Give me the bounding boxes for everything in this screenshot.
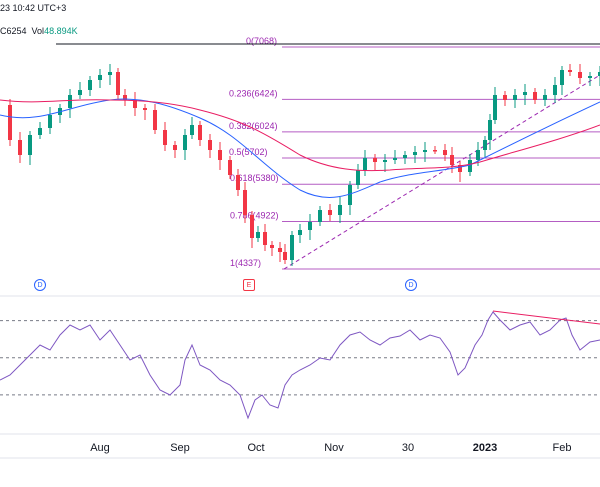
x-axis-tick-label: 30 bbox=[402, 442, 414, 454]
candle-body bbox=[363, 158, 367, 170]
fib-level-label: 1(4337) bbox=[230, 258, 261, 268]
candle-body bbox=[433, 150, 437, 152]
close-value: C6254 bbox=[0, 26, 27, 36]
candle-body bbox=[183, 135, 187, 150]
candle-body bbox=[218, 150, 222, 160]
candle-body bbox=[553, 85, 557, 95]
candle-body bbox=[318, 210, 322, 222]
candle-body bbox=[263, 232, 267, 245]
candle-body bbox=[483, 140, 487, 150]
candle-body bbox=[278, 248, 282, 252]
candle-body bbox=[413, 152, 417, 155]
candle-body bbox=[373, 158, 377, 162]
x-axis-tick-label: Oct bbox=[247, 442, 264, 454]
candle-body bbox=[116, 72, 120, 95]
candle-body bbox=[98, 75, 102, 80]
candle-body bbox=[270, 245, 274, 248]
candle-body bbox=[443, 150, 447, 155]
fib-level-label: 0.382(6024) bbox=[229, 121, 278, 131]
candle-body bbox=[308, 222, 312, 230]
x-axis-tick-label: Feb bbox=[553, 442, 572, 454]
dividend-marker[interactable]: D bbox=[34, 279, 46, 291]
candle-body bbox=[476, 150, 480, 160]
candle-body bbox=[290, 235, 294, 260]
x-axis-tick-label: Nov bbox=[324, 442, 344, 454]
candle-body bbox=[458, 165, 462, 172]
candle-body bbox=[533, 92, 537, 100]
candle-body bbox=[48, 115, 52, 128]
rsi-line bbox=[0, 311, 600, 420]
candle-body bbox=[173, 145, 177, 150]
divergence-line bbox=[492, 310, 600, 325]
candle-body bbox=[243, 190, 247, 215]
candle-body bbox=[468, 160, 472, 172]
candle-body bbox=[208, 140, 212, 150]
volume-label: Vol bbox=[31, 26, 45, 36]
candle-body bbox=[543, 95, 547, 100]
fib-level-label: 0.786(4922) bbox=[230, 210, 279, 220]
fib-level-label: 0(7068) bbox=[246, 36, 277, 46]
fib-level-label: 0.618(5380) bbox=[230, 173, 279, 183]
candle-body bbox=[383, 160, 387, 162]
candle-body bbox=[503, 95, 507, 100]
candle-body bbox=[523, 92, 527, 95]
moving-average-slow bbox=[0, 99, 600, 172]
x-axis-tick-label: Sep bbox=[170, 442, 190, 454]
chart-timestamp: 23 10:42 UTC+3 bbox=[0, 3, 67, 13]
candle-body bbox=[560, 70, 564, 85]
candle-body bbox=[250, 215, 254, 238]
candle-body bbox=[393, 158, 397, 160]
candle-body bbox=[38, 128, 42, 135]
candle-body bbox=[18, 140, 22, 155]
trend-line bbox=[283, 74, 600, 270]
candle-body bbox=[328, 210, 332, 215]
candle-body bbox=[493, 95, 497, 120]
candle-body bbox=[403, 155, 407, 158]
candle-body bbox=[78, 90, 82, 95]
candle-body bbox=[153, 110, 157, 130]
candle-body bbox=[143, 108, 147, 110]
candle-body bbox=[123, 95, 127, 100]
candle-body bbox=[283, 252, 287, 260]
x-axis-tick-label: Aug bbox=[90, 442, 110, 454]
candle-body bbox=[68, 95, 72, 108]
ohlc-legend: C6254 Vol48.894K bbox=[0, 26, 78, 36]
candle-body bbox=[236, 175, 240, 190]
candle-body bbox=[8, 105, 12, 140]
candle-body bbox=[338, 205, 342, 215]
candle-body bbox=[598, 72, 600, 76]
candle-body bbox=[568, 70, 572, 72]
x-axis-tick-label: 2023 bbox=[473, 442, 497, 454]
dividend-marker[interactable]: D bbox=[405, 279, 417, 291]
candle-body bbox=[488, 120, 492, 140]
candle-body bbox=[513, 95, 517, 100]
candle-body bbox=[356, 170, 360, 185]
candle-body bbox=[578, 72, 582, 78]
candle-body bbox=[423, 150, 427, 152]
candle-body bbox=[256, 232, 260, 238]
fib-level-label: 0.5(5702) bbox=[229, 147, 268, 157]
candle-body bbox=[88, 80, 92, 90]
candle-body bbox=[163, 130, 167, 145]
candle-body bbox=[348, 185, 352, 205]
moving-average-fast bbox=[0, 98, 600, 198]
candle-body bbox=[198, 125, 202, 140]
earnings-marker[interactable]: E bbox=[243, 279, 255, 291]
candle-body bbox=[190, 125, 194, 135]
candle-body bbox=[228, 160, 232, 175]
fib-level-label: 0.236(6424) bbox=[229, 88, 278, 98]
candle-body bbox=[450, 155, 454, 165]
volume-value: 48.894K bbox=[44, 26, 78, 36]
candle-body bbox=[133, 100, 137, 108]
candle-body bbox=[28, 135, 32, 155]
candle-body bbox=[108, 72, 112, 75]
candle-body bbox=[298, 230, 302, 235]
candle-body bbox=[588, 76, 592, 78]
